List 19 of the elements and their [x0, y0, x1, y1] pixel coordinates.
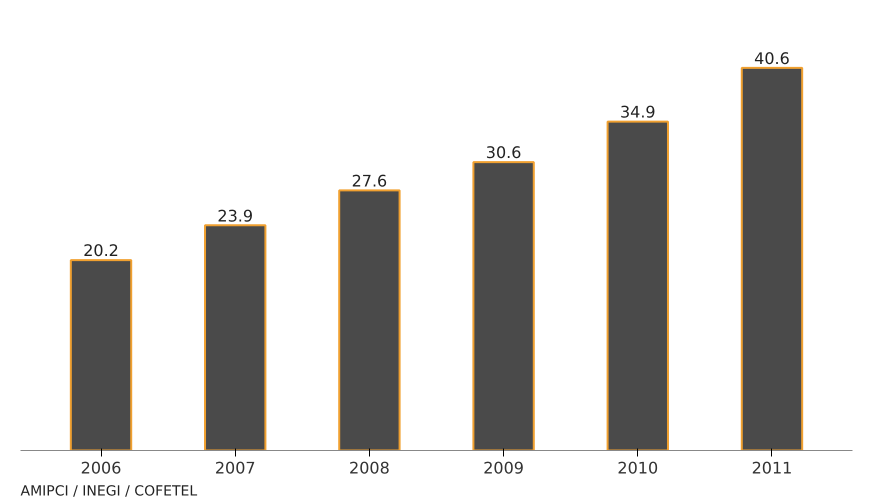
bar — [740, 66, 804, 450]
bar — [338, 189, 401, 450]
bar — [70, 259, 132, 450]
data-label: 23.9 — [217, 206, 254, 226]
data-label: 27.6 — [352, 171, 388, 190]
bar — [472, 161, 535, 450]
x-tick-label: 2010 — [617, 458, 658, 478]
data-label: 34.9 — [620, 102, 656, 122]
x-tick-label: 2011 — [752, 458, 792, 478]
text: AMIPCI / INEGI / COFETEL — [20, 484, 198, 500]
data-label: 20.2 — [83, 241, 119, 260]
data-label: 30.6 — [486, 143, 522, 162]
x-tick-label: 2009 — [483, 458, 524, 478]
x-tick-label: 2007 — [214, 458, 256, 478]
data-label: 40.6 — [754, 48, 790, 68]
bar — [204, 224, 266, 450]
x-tick-label: 2006 — [80, 458, 122, 478]
x-tick-label: 2008 — [349, 458, 390, 478]
bar — [606, 120, 669, 450]
